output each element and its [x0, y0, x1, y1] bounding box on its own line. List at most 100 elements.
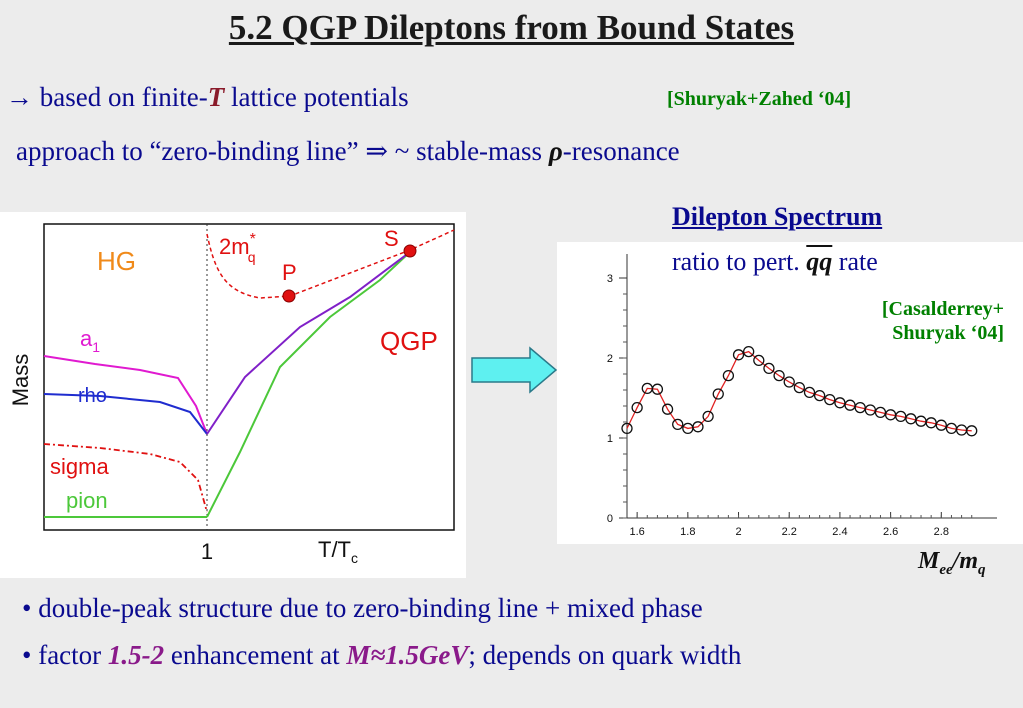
- a1-label: a1: [80, 326, 100, 355]
- plot-frame: [43, 223, 455, 531]
- data-point: [773, 369, 785, 382]
- intro-line-1-suffix: lattice potentials: [224, 82, 409, 112]
- data-point: [803, 386, 816, 399]
- slide-title: 5.2 QGP Dileptons from Bound States: [228, 8, 795, 47]
- x-axis-label: T/Tc: [318, 537, 358, 566]
- data-point: [824, 393, 836, 406]
- data-point: [743, 345, 755, 358]
- enhancement-mass: M≈1.5GeV: [346, 640, 469, 670]
- data-point: [844, 399, 856, 411]
- quark-antiquark-symbol: qq: [806, 247, 833, 276]
- mass-temperature-figure: Mass 1 T/Tc HG QGP 2m* q P S a1 rho sigma…: [0, 212, 466, 578]
- data-point: [702, 410, 714, 423]
- x-tick-label: 1.6: [629, 526, 644, 538]
- spectrum-heading: Dilepton Spectrum: [672, 202, 883, 231]
- rho-curve: [43, 393, 208, 435]
- data-point: [661, 403, 674, 415]
- intro-line-2: approach to “zero-binding line” ⇒ ~ stab…: [16, 136, 680, 167]
- x-tick-label: 1.8: [680, 526, 695, 538]
- data-point: [753, 354, 765, 367]
- sigma-curve: [43, 443, 208, 513]
- y-tick-label: 1: [607, 433, 613, 445]
- region-hg-label: HG: [97, 246, 136, 276]
- chart-series-line: [626, 350, 972, 432]
- data-point: [966, 425, 978, 437]
- x-axis-label-sub: c: [351, 550, 358, 566]
- dilepton-spectrum-panel: 1.6 1.8 2 2.2 2.4 2.6 2.8 0 1 2 3: [557, 242, 1023, 544]
- rho-symbol: ρ: [548, 136, 563, 166]
- data-point: [651, 383, 664, 395]
- y-tick-label: 2: [607, 353, 613, 365]
- data-point: [874, 406, 887, 419]
- rho-label: rho: [78, 385, 107, 407]
- data-point: [621, 422, 633, 435]
- y-tick-label: 0: [607, 513, 613, 525]
- data-point: [895, 410, 907, 423]
- data-point: [925, 417, 937, 429]
- data-point: [935, 419, 947, 431]
- data-point: [813, 389, 826, 402]
- chart-series-points: [621, 345, 978, 437]
- point-p-label: P: [282, 260, 297, 285]
- spectrum-subheading-suffix: rate: [832, 247, 878, 276]
- fused-qgp-curve: [206, 251, 411, 435]
- spectrum-subheading-prefix: ratio to pert.: [672, 247, 807, 276]
- a1-curve: [43, 355, 208, 435]
- pion-label: pion: [66, 488, 108, 513]
- point-s-marker: [403, 244, 417, 258]
- reference-shuryak-zahed: [Shuryak+Zahed ‘04]: [667, 88, 852, 110]
- sigma-label: sigma: [50, 454, 109, 479]
- quark-mass-label-main: 2m: [219, 234, 250, 259]
- quark-mass-label-sub: q: [248, 249, 256, 265]
- intro-line-1: → based on finite-T lattice potentials: [6, 82, 409, 113]
- data-point: [793, 381, 806, 394]
- data-point: [722, 369, 735, 382]
- data-point: [864, 404, 876, 416]
- data-point: [905, 413, 917, 425]
- quark-mass-curve: [206, 229, 455, 299]
- spectrum-subheading: ratio to pert. qq rate: [672, 247, 878, 277]
- data-point: [712, 388, 724, 400]
- data-point: [763, 362, 775, 375]
- reference-casalderrey-shuryak: [Casalderrey+ Shuryak ‘04]: [808, 297, 1004, 345]
- reference-2-line-2: Shuryak ‘04]: [892, 322, 1004, 344]
- spectrum-x-axis-label: Mee/mq: [918, 548, 986, 579]
- pion-qgp-curve: [206, 251, 411, 518]
- x-tick-label: 2.4: [832, 526, 847, 538]
- a1-label-main: a: [80, 326, 93, 351]
- dilepton-spectrum-chart: 1.6 1.8 2 2.2 2.4 2.6 2.8 0 1 2 3: [607, 254, 997, 538]
- axis-m: M: [918, 548, 940, 574]
- intro-line-2-suffix: -resonance: [562, 136, 680, 166]
- quark-mass-label: 2m* q: [219, 231, 256, 265]
- a1-label-sub: 1: [92, 339, 100, 355]
- quark-mass-label-sup: *: [250, 231, 256, 248]
- y-tick-label: 3: [607, 273, 613, 285]
- series-line: [626, 350, 972, 432]
- point-p-marker: [282, 289, 296, 303]
- x-axis-tick-1: 1: [201, 539, 213, 564]
- right-arrow-icon: [471, 346, 558, 394]
- x-axis-label-main: T/T: [318, 537, 351, 562]
- bullet-enhancement: • factor 1.5-2 enhancement at M≈1.5GeV; …: [22, 640, 741, 671]
- enhancement-factor: 1.5-2: [107, 640, 165, 670]
- data-point: [672, 418, 684, 431]
- data-point: [732, 349, 745, 361]
- data-point: [854, 401, 866, 414]
- bullet-2-prefix: • factor: [22, 640, 108, 670]
- intro-line-2-prefix: approach to “zero-binding line” ⇒ ~ stab…: [16, 136, 549, 166]
- x-tick-label: 2: [735, 526, 741, 538]
- chart-axes: 1.6 1.8 2 2.2 2.4 2.6 2.8 0 1 2 3: [607, 254, 997, 538]
- bullet-2-suffix: ; depends on quark width: [468, 640, 742, 670]
- axis-ee: ee: [939, 561, 953, 578]
- data-point: [834, 397, 846, 409]
- axis-q: q: [978, 561, 986, 578]
- bullet-2-mid: enhancement at: [164, 640, 347, 670]
- point-s-label: S: [384, 226, 399, 251]
- bullet-double-peak: • double-peak structure due to zero-bind…: [22, 593, 703, 623]
- data-point: [783, 376, 795, 388]
- reference-2-line-1: [Casalderrey+: [881, 298, 1004, 320]
- intro-temperature-symbol: T: [207, 82, 225, 112]
- data-point: [631, 401, 643, 414]
- y-axis-label: Mass: [8, 354, 33, 407]
- intro-line-1-prefix: → based on finite-: [6, 82, 208, 112]
